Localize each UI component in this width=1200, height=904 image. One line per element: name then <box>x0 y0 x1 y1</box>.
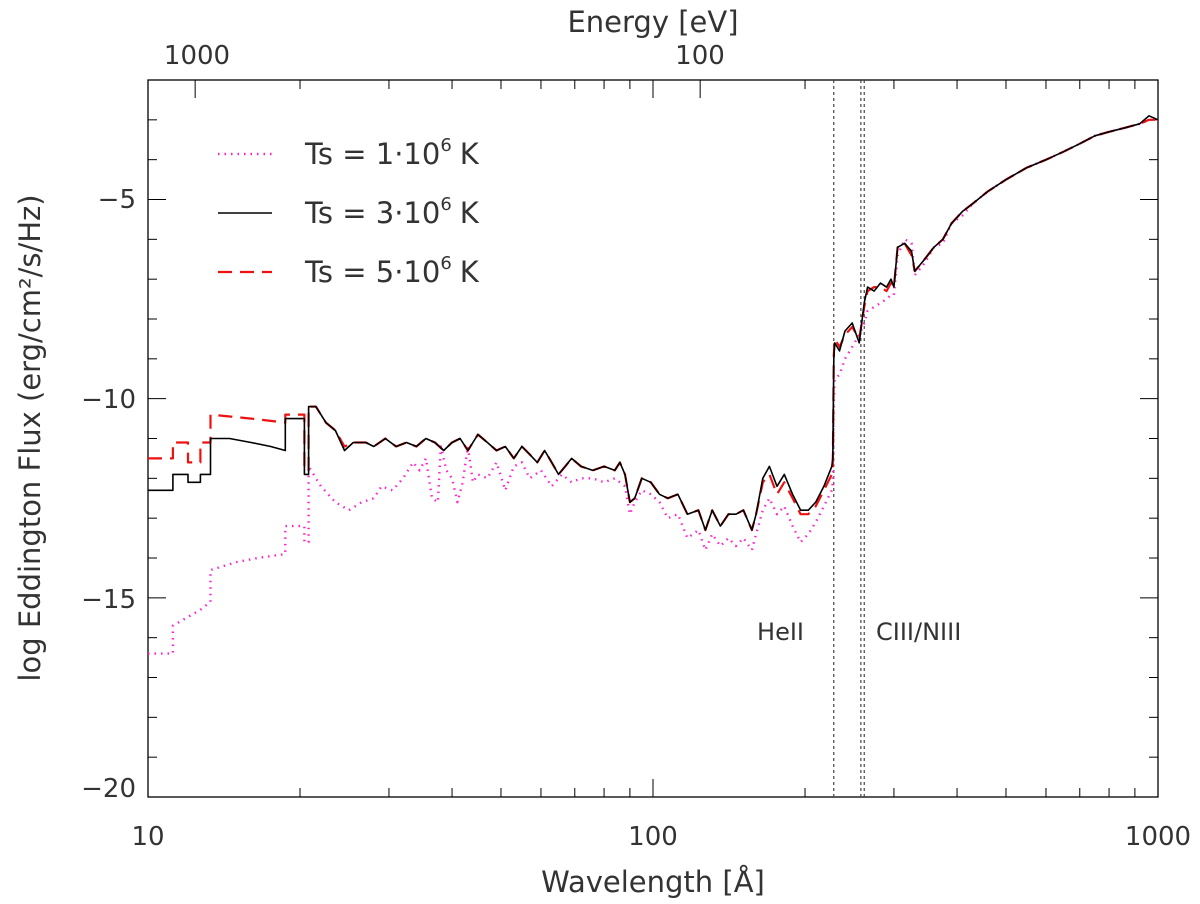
minor-ticks <box>147 80 1159 798</box>
y-axis-title: log Eddington Flux (erg/cm²/s/Hz) <box>13 194 47 681</box>
legend: Ts = 1·106 K Ts = 3·106 K Ts = 5·106 K <box>218 135 480 289</box>
x-tick-label-1000: 1000 <box>1125 822 1191 852</box>
series-line-0 <box>148 118 1158 655</box>
legend-label-5e6: Ts = 5·106 K <box>304 253 480 289</box>
legend-label-1e6: Ts = 1·106 K <box>304 135 480 171</box>
series-line-2 <box>148 118 1158 532</box>
x-axis-title: Wavelength [Å] <box>541 865 765 899</box>
x-tick-label-100: 100 <box>628 822 678 852</box>
y-tick-label-minus5: −5 <box>98 185 136 215</box>
x-tick-label-10: 10 <box>131 822 164 852</box>
y-tick-label-minus10: −10 <box>81 385 136 415</box>
reference-lines <box>833 80 865 797</box>
annotation-ciii-niii: CIII/NIII <box>876 618 961 646</box>
legend-label-3e6: Ts = 3·106 K <box>304 194 480 230</box>
top-axis-title: Energy [eV] <box>567 5 738 39</box>
plot-frame <box>147 79 1159 798</box>
top-tick-label-1000: 1000 <box>164 41 230 71</box>
series-group <box>148 115 1159 655</box>
annotation-heii: HeII <box>757 618 804 646</box>
series-line-1 <box>148 115 1159 531</box>
y-tick-label-minus15: −15 <box>81 585 136 615</box>
y-tick-label-minus20: −20 <box>81 774 136 804</box>
top-tick-label-100: 100 <box>675 41 725 71</box>
